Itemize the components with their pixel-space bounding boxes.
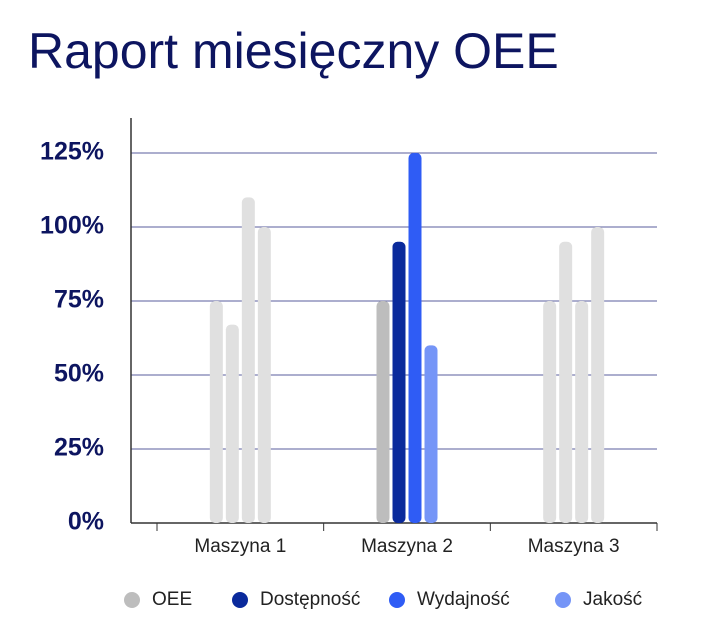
bar (543, 301, 557, 523)
y-tick-label: 75% (54, 286, 104, 314)
bar (241, 197, 255, 523)
bar (591, 227, 605, 523)
bar (257, 227, 271, 523)
x-tick-label: Maszyna 1 (194, 536, 286, 557)
bar (408, 153, 422, 523)
bar (225, 324, 239, 523)
legend-label: Wydajność (417, 589, 510, 610)
bar (424, 345, 438, 523)
legend-marker (232, 592, 248, 608)
legend-label: Dostępność (260, 589, 360, 610)
bar (209, 301, 223, 523)
legend-label: OEE (152, 589, 192, 610)
bar (392, 241, 406, 524)
y-tick-label: 25% (54, 434, 104, 462)
x-tick-label: Maszyna 3 (528, 536, 620, 557)
bar (575, 301, 589, 523)
legend-marker (124, 592, 140, 608)
y-tick-label: 0% (68, 508, 104, 536)
legend-marker (555, 592, 571, 608)
y-tick-label: 50% (54, 360, 104, 388)
y-tick-label: 125% (40, 138, 104, 166)
legend-label: Jakość (583, 589, 642, 610)
y-tick-label: 100% (40, 212, 104, 240)
bar (376, 301, 390, 523)
legend-marker (389, 592, 405, 608)
bar (559, 241, 573, 524)
chart-title: Raport miesięczny OEE (28, 23, 559, 79)
x-tick-label: Maszyna 2 (361, 536, 453, 557)
